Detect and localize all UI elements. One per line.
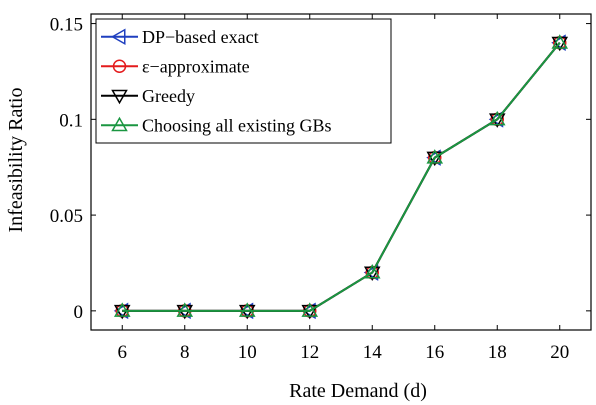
legend-marker [110,28,126,46]
y-tick-label: 0.15 [50,15,83,36]
x-tick-label: 12 [300,342,319,363]
legend-label: Greedy [142,86,195,106]
x-tick-label: 6 [118,342,128,363]
x-tick-label: 10 [238,342,257,363]
x-tick-label: 18 [488,342,507,363]
x-tick-label: 20 [550,342,569,363]
data-point [488,110,506,126]
data-point [363,266,381,282]
data-point [551,36,569,52]
axes: 6 8 10 12 14 16 18 20 0 0.05 0.1 0.15 [50,14,591,363]
y-axis-label: Infeasibility Ratio [5,88,27,233]
data-point [113,302,131,317]
y-tick-label: 0.05 [50,206,83,227]
data-point [488,113,506,128]
series-group [113,34,569,320]
x-axis-label: Rate Demand (d) [289,380,427,402]
legend-label: DP−based exact [142,27,259,47]
x-tick-label: 8 [180,342,190,363]
legend-marker [112,59,127,73]
data-point [363,264,381,279]
legend-item: ε−approximate [101,56,250,76]
data-point [238,302,256,317]
data-point [426,149,444,164]
y-tick-label: 0 [74,302,84,323]
series-line [122,42,561,312]
y-tick-label: 0.1 [59,110,83,131]
data-point [301,302,319,317]
data-point [426,151,444,167]
legend-label: ε−approximate [142,56,250,76]
x-tick-label: 16 [425,342,444,363]
legend-marker [111,89,128,105]
data-point [176,302,194,317]
legend-marker [111,116,128,132]
legend: DP−based exact ε−approximate Greedy Choosin… [95,18,392,144]
legend-item: Greedy [101,86,195,106]
legend-item: Choosing all existing GBs [101,115,332,135]
data-point [551,34,569,49]
series-3 [113,34,569,317]
x-tick-label: 14 [363,342,383,363]
legend-box [95,18,392,144]
legend-item: DP−based exact [101,27,259,47]
legend-label: Choosing all existing GBs [142,115,332,135]
